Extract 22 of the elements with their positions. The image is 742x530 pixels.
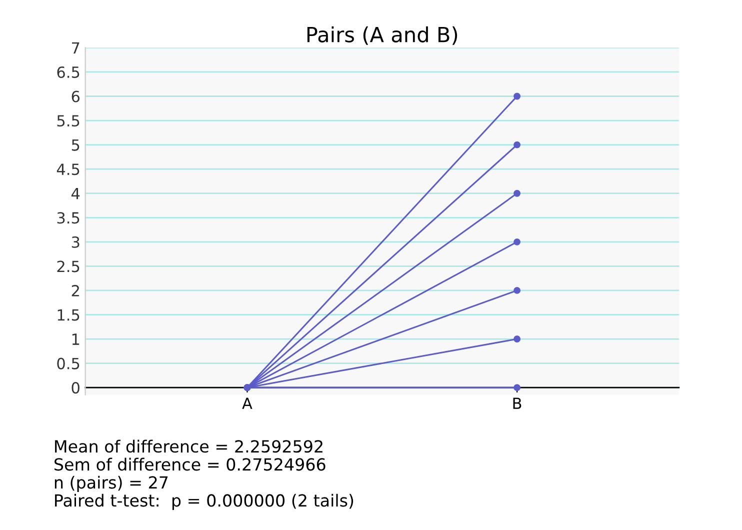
y-tick-label: 3 [72,236,80,248]
text: Paired t-test: p = 0.000000 (2 tails) [55,494,354,510]
y-tick-label: 0.5 [57,358,80,370]
y-tick-label: 1 [72,334,80,345]
text: Mean of difference = 2.2592592 [55,440,322,453]
y-tick-label: 1.5 [58,309,80,321]
y-tick-label: 0 [72,382,80,394]
y-tick-label: 7 [72,42,80,54]
y-tick-label: 6 [72,90,80,102]
y-tick-label: 5.5 [57,115,80,127]
text: Sem of difference = 0.27524966 [54,458,326,471]
y-tick-label: 4.5 [56,164,80,176]
x-tick-label: A [242,398,252,409]
y-tick-label: 6.5 [57,66,80,78]
x-tick-label: B [513,398,522,409]
chart-title: Pairs (A and B) [307,26,458,45]
y-tick-label: 2 [72,284,79,296]
y-tick-label: 5 [72,139,80,151]
text: n (pairs) = 27 [54,476,168,492]
y-tick-label: 2.5 [57,260,80,272]
y-tick-label: 4 [71,188,80,200]
y-tick-label: 3.5 [57,212,80,224]
